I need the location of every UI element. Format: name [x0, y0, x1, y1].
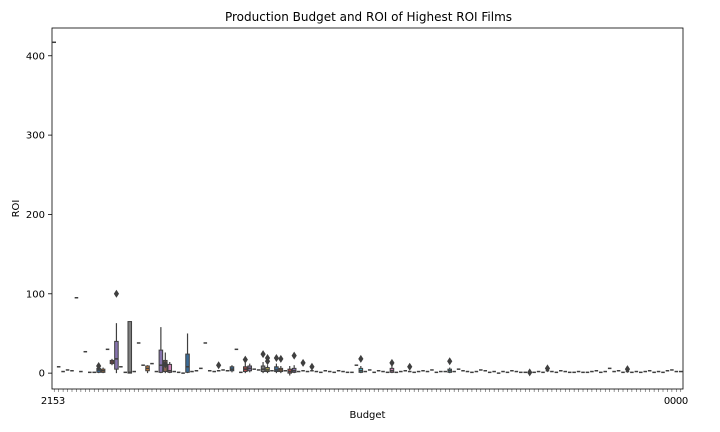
box-outlier: [113, 289, 120, 298]
box-outlier: [544, 364, 551, 373]
box-outlier: [162, 360, 168, 369]
y-tick-label: 200: [26, 210, 45, 221]
plot-frame: [51, 27, 684, 390]
box-outlier: [447, 357, 453, 366]
chart-title: Production Budget and ROI of Highest ROI…: [225, 10, 512, 24]
x-tick-label: 0: [664, 396, 670, 407]
y-axis-label: ROI: [11, 200, 22, 218]
x-tick-label: 3: [59, 396, 65, 407]
x-tick-label: 5: [53, 396, 59, 407]
box-outlier: [278, 354, 284, 363]
y-tick-label: 100: [26, 289, 45, 300]
box: [185, 353, 190, 373]
box-series: [52, 41, 683, 377]
box-outlier: [624, 365, 631, 374]
box: [114, 340, 119, 370]
box-outlier: [358, 354, 364, 363]
box-outlier: [407, 362, 413, 371]
box: [158, 349, 164, 373]
box-outlier: [291, 351, 297, 360]
y-tick-label: 300: [26, 131, 45, 142]
x-tick-label: 0: [682, 396, 688, 407]
x-tick-label: 2: [41, 396, 47, 407]
box: [167, 363, 173, 373]
box-outlier: [96, 361, 102, 370]
x-tick-label: 1: [47, 396, 53, 407]
box-outlier: [273, 354, 280, 363]
box: [127, 321, 133, 374]
box-outlier: [300, 358, 306, 367]
box-outlier: [309, 362, 315, 371]
x-tick-label: 0: [676, 396, 682, 407]
box: [274, 366, 279, 373]
x-axis-label: Budget: [350, 410, 386, 421]
box-outlier: [527, 368, 533, 377]
x-tick-label: 0: [670, 396, 676, 407]
y-tick-label: 400: [26, 51, 45, 62]
box-outlier: [242, 355, 248, 364]
box-outlier: [264, 357, 271, 366]
box-outlier: [260, 350, 266, 359]
box-outlier: [389, 358, 395, 367]
y-axis: 0 100 200 300 400: [26, 51, 52, 380]
box-outlier: [216, 361, 222, 370]
y-tick-label: 0: [39, 369, 45, 380]
